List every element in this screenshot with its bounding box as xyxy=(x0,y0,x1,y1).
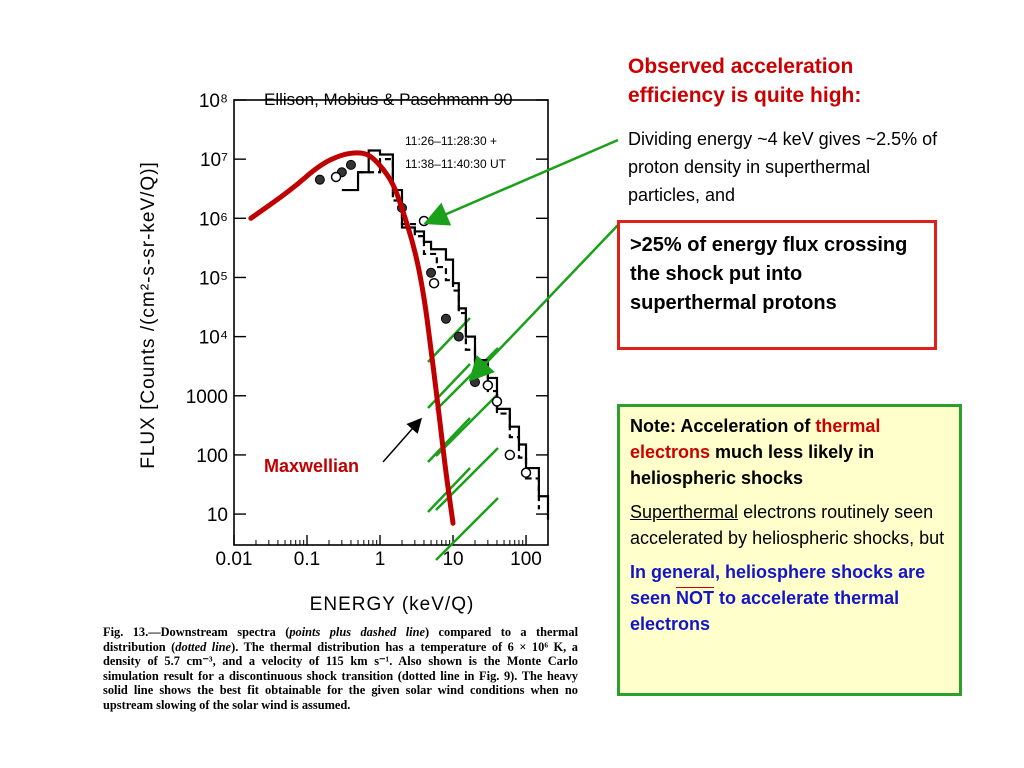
caption-text-3: ). The thermal distribution has a temper… xyxy=(103,639,578,712)
y-tick-label: 10⁶ xyxy=(199,209,228,230)
citation-text: Ellison, Mobius & Paschmann 90 xyxy=(264,90,513,109)
x-tick-label: 100 xyxy=(510,549,542,570)
y-tick-label: 100 xyxy=(196,446,228,467)
general-text-1: In general, heliosphere shocks are seen xyxy=(630,562,926,608)
superthermal-rest: electrons routinely seen accelerated by … xyxy=(630,502,945,548)
x-tick-label: 10 xyxy=(442,549,463,570)
open-data-point xyxy=(491,396,503,407)
energy-flux-box: >25% of energy flux crossing the shock p… xyxy=(617,220,937,350)
maxwellian-label: Maxwellian xyxy=(264,456,360,476)
not-word: NOT xyxy=(676,588,715,608)
caption-text-1: —Downstream spectra ( xyxy=(148,625,290,639)
caption-italic-2: dotted line xyxy=(175,639,232,654)
caption-text-2: ) compared to a thermal distribution ( xyxy=(103,625,579,654)
y-tick-label: 10⁷ xyxy=(200,150,228,171)
figure-caption: Fig. 13.—Downstream spectra (points plus… xyxy=(103,625,578,713)
hatch-line xyxy=(435,447,499,511)
annotation-arrows xyxy=(382,138,619,463)
general-text-2: to accelerate thermal electrons xyxy=(630,588,900,634)
note-paragraph: Note: Acceleration of thermal electrons … xyxy=(630,413,949,491)
open-data-point xyxy=(482,380,494,391)
superthermal-word: Superthermal xyxy=(630,502,739,522)
x-axis-label: ENERGY (keV/Q) xyxy=(310,594,475,615)
y-tick-label: 1000 xyxy=(186,387,228,408)
open-data-point xyxy=(428,277,440,289)
plot-frame xyxy=(233,99,549,546)
filled-data-point xyxy=(440,313,451,324)
caption-prefix: Fig. 13. xyxy=(103,625,149,639)
hatch-line xyxy=(427,417,471,463)
filled-data-point xyxy=(469,377,480,388)
chart-axes xyxy=(233,99,549,546)
general-paragraph: In general, heliosphere shocks are seen … xyxy=(630,559,949,637)
x-tick-label: 0.01 xyxy=(216,549,253,570)
maxwellian-pointer xyxy=(382,417,422,463)
heading-text: Observed acceleration efficiency is quit… xyxy=(628,55,862,107)
caption-italic-1: points plus dashed line xyxy=(289,625,425,639)
arrow-to-flux xyxy=(468,224,619,382)
y-tick-label: 10⁴ xyxy=(199,328,228,349)
maxwellian-curve xyxy=(248,150,456,526)
chart-ticks: 0.01 0.1 1 10 100 10⁸ 10⁷ 10⁶ 10⁵ 10⁴ 1000 100 10 xyxy=(186,91,549,570)
x-tick-label: 0.1 xyxy=(294,549,320,570)
note-label: Note: Acceleration of xyxy=(630,416,816,436)
y-tick-label: 10⁸ xyxy=(199,91,228,112)
data-points xyxy=(314,159,532,478)
open-data-point xyxy=(504,449,516,461)
open-data-point xyxy=(330,171,342,183)
solid-step-line xyxy=(341,149,550,520)
open-data-point xyxy=(418,215,430,227)
y-tick-label: 10 xyxy=(207,505,228,526)
hatch-line xyxy=(427,317,471,363)
filled-data-point xyxy=(314,174,325,185)
legend-entry-2: 11:38–11:40:30 UT xyxy=(405,157,507,171)
filled-data-point xyxy=(453,331,464,342)
hatch-lines xyxy=(427,317,499,561)
maxwellian-line xyxy=(248,150,456,526)
hatch-line xyxy=(435,393,499,457)
note-red-text: thermal electrons xyxy=(630,416,881,462)
filled-data-point xyxy=(426,267,437,278)
filled-data-point xyxy=(345,159,356,170)
note-tail: much less likely in heliospheric shocks xyxy=(630,442,875,488)
superthermal-paragraph: Superthermal electrons routinely seen ac… xyxy=(630,499,949,551)
dividing-text: Dividing energy ~4 keV gives ~2.5% of pr… xyxy=(628,129,938,205)
hatch-line xyxy=(435,497,499,561)
solid-step-series xyxy=(341,149,550,520)
x-tick-label: 1 xyxy=(375,549,386,570)
legend-entry-1: 11:26–11:28:30 + xyxy=(405,134,497,148)
y-tick-label: 10⁵ xyxy=(199,268,228,289)
open-data-point xyxy=(520,467,532,478)
y-axis-label: FLUX [Counts /(cm²-s-sr-keV/Q)] xyxy=(138,161,159,469)
note-box: Note: Acceleration of thermal electrons … xyxy=(617,404,962,696)
arrow-to-curve xyxy=(423,138,619,226)
